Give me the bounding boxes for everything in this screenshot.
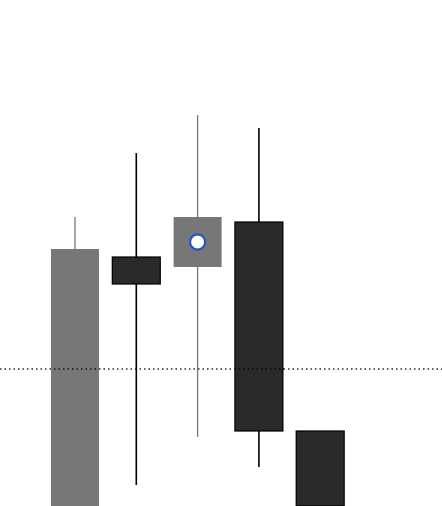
candle-body[interactable] (51, 249, 99, 506)
selection-marker[interactable] (189, 233, 207, 251)
candle-body[interactable] (295, 430, 345, 506)
candle-body[interactable] (234, 221, 284, 432)
candle-body[interactable] (111, 256, 161, 285)
